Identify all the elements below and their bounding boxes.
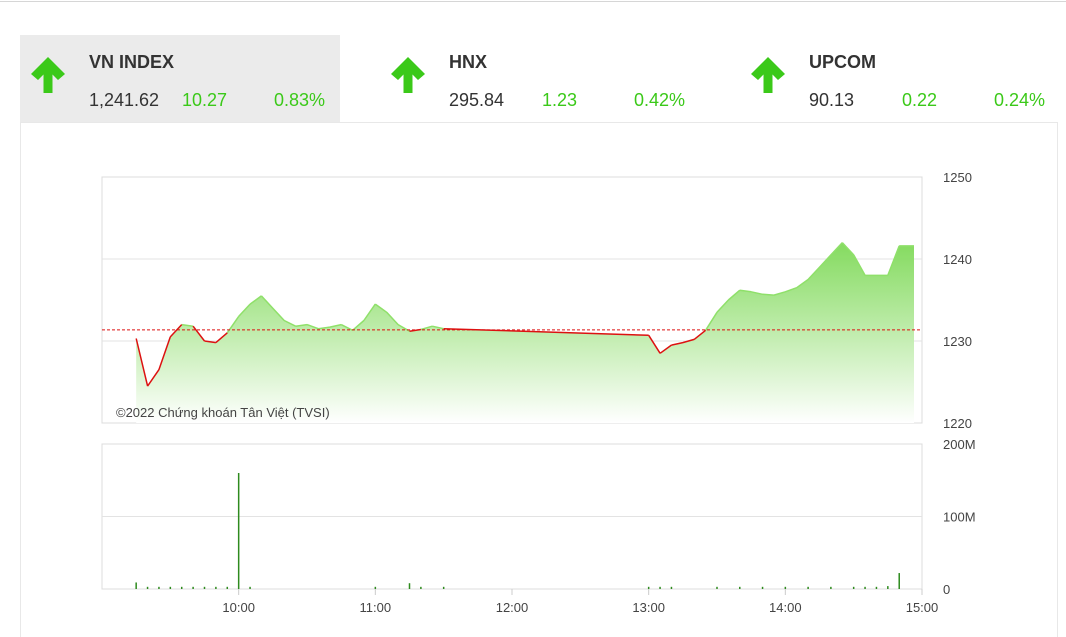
volume-bar — [784, 586, 787, 589]
ticker-name: VN INDEX — [89, 52, 175, 72]
volume-bar — [898, 573, 900, 589]
price-tick-label: 1230 — [943, 334, 972, 349]
ticker-percent: 0.24% — [994, 90, 1046, 110]
volume-bar — [647, 586, 650, 589]
price-axis: 1250 1240 1230 1220 — [943, 170, 972, 431]
volume-bar — [249, 586, 251, 589]
volume-tick-label: 100M — [943, 510, 976, 525]
ticker-name: UPCOM — [809, 52, 876, 72]
ticker-change: 1.23 — [542, 90, 578, 110]
volume-bar — [408, 583, 411, 589]
volume-bar — [374, 586, 377, 589]
volume-bars — [135, 473, 900, 589]
volume-bar — [135, 582, 137, 589]
ticker-name: HNX — [449, 52, 488, 72]
volume-bar — [659, 586, 661, 589]
price-tick-label: 1220 — [943, 416, 972, 431]
ticker-hnx[interactable]: HNX 295.84 1.23 0.42% — [380, 35, 700, 123]
price-line-down — [135, 324, 707, 387]
copyright-annotation: ©2022 Chứng khoán Tân Việt (TVSI) — [116, 405, 330, 420]
time-tick-label: 11:00 — [360, 600, 392, 615]
ticker-value: 295.84 — [449, 90, 505, 110]
price-line-up — [181, 242, 914, 334]
volume-bar — [864, 586, 866, 589]
volume-bar — [192, 586, 194, 589]
volume-bar — [215, 586, 217, 589]
up-arrow-icon — [31, 57, 65, 93]
top-divider — [0, 1, 1066, 2]
ticker-change: 10.27 — [182, 90, 228, 110]
volume-tick-label: 200M — [943, 437, 976, 452]
time-tick-label: 10:00 — [222, 600, 255, 615]
ticker-percent: 0.42% — [634, 90, 686, 110]
volume-bar — [875, 586, 878, 589]
ticker-vn-index[interactable]: VN INDEX 1,241.62 10.27 0.83% — [20, 35, 340, 123]
up-arrow-icon — [751, 57, 785, 93]
volume-bar — [670, 586, 673, 589]
volume-bar — [716, 586, 718, 589]
volume-bar — [807, 586, 809, 589]
time-tick-label: 13:00 — [632, 600, 665, 615]
price-area — [136, 242, 914, 423]
price-tick-label: 1250 — [943, 170, 972, 185]
up-arrow-icon — [391, 57, 425, 93]
ticker-change: 0.22 — [902, 90, 938, 110]
time-tick-label: 12:00 — [496, 600, 529, 615]
time-tick-label: 15:00 — [906, 600, 939, 615]
ticker-value: 1,241.62 — [89, 90, 160, 110]
volume-bar — [237, 473, 240, 589]
ticker-value: 90.13 — [809, 90, 855, 110]
volume-bar — [852, 586, 855, 589]
volume-bar — [203, 586, 206, 589]
ticker-percent: 0.83% — [274, 90, 326, 110]
volume-tick-label: 0 — [943, 582, 950, 597]
volume-bar — [169, 586, 172, 589]
volume-bar — [420, 586, 422, 589]
volume-bar — [226, 586, 229, 589]
volume-bar — [442, 586, 445, 589]
volume-bar — [887, 586, 889, 589]
volume-bar — [761, 586, 764, 589]
time-axis: 10:00 11:00 12:00 13:00 14:00 15:00 — [222, 589, 938, 615]
volume-bar — [158, 586, 160, 589]
ticker-upcom[interactable]: UPCOM 90.13 0.22 0.24% — [740, 35, 1060, 123]
time-tick-label: 14:00 — [769, 600, 802, 615]
chart-panel — [20, 122, 1058, 637]
volume-bar — [146, 586, 149, 589]
volume-axis: 200M 100M 0 — [943, 437, 976, 597]
price-tick-label: 1240 — [943, 252, 972, 267]
volume-bar — [739, 586, 741, 589]
volume-bar — [830, 586, 832, 589]
volume-bar — [180, 586, 183, 589]
